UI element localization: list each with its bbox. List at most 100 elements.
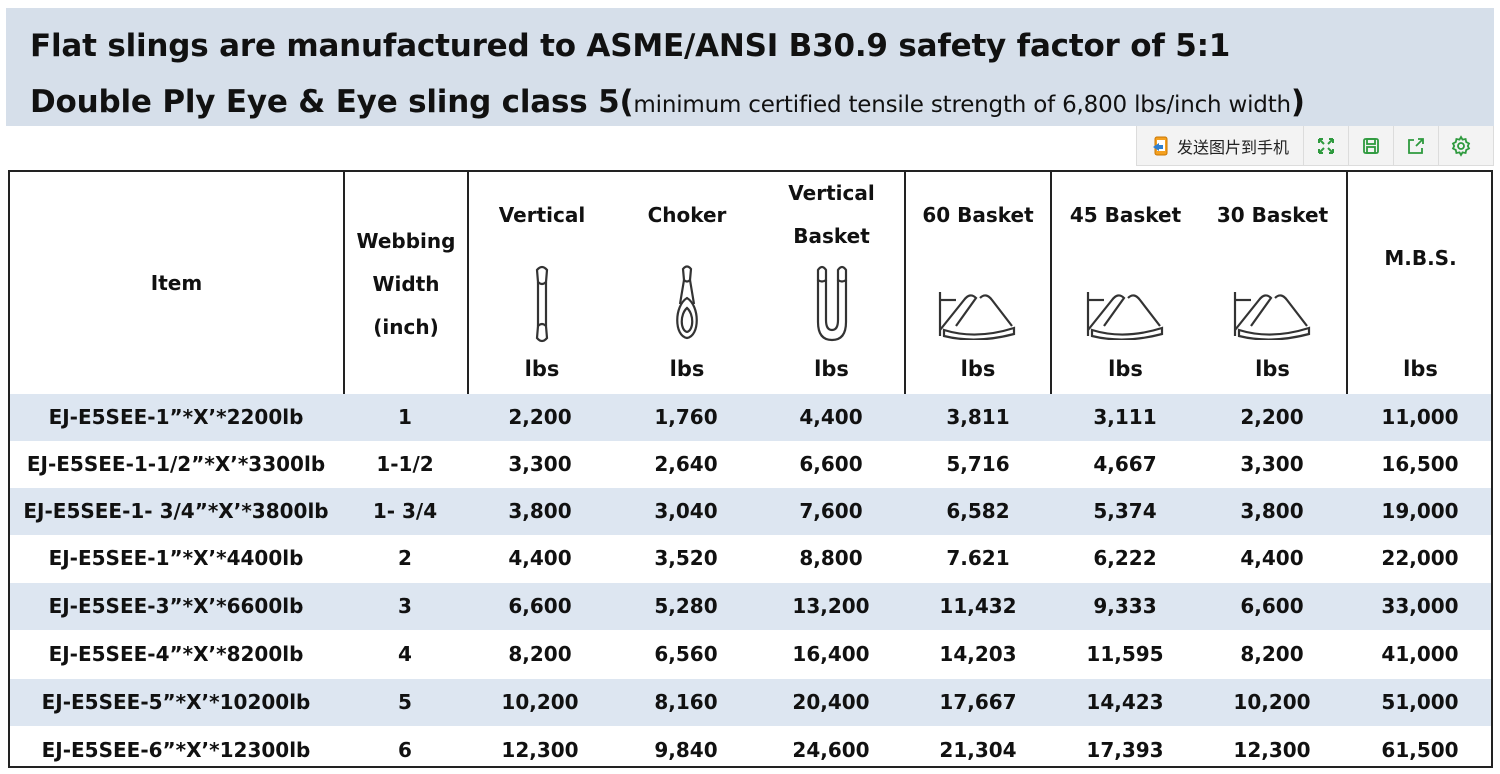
cell-mbs: 51,000: [1381, 690, 1459, 714]
header-30-basket: 30 Basket lbs: [1216, 203, 1329, 381]
sling-capacity-table: Item Webbing Width (inch) Vertical lbs C…: [8, 170, 1493, 768]
cell-choker: 1,760: [654, 405, 718, 429]
table-row: EJ-E5SEE-1-1/2”*X’*3300lb 1-1/2 3,300 2,640…: [10, 441, 1491, 488]
cell-vertical-basket: 20,400: [792, 690, 870, 714]
table-header: Item Webbing Width (inch) Vertical lbs C…: [10, 172, 1491, 396]
header-choker: Choker lbs: [647, 203, 727, 381]
cell-45-basket: 3,111: [1093, 405, 1157, 429]
cell-item: EJ-E5SEE-3”*X’*6600lb: [48, 594, 304, 618]
cell-30-basket: 3,800: [1240, 499, 1304, 523]
cell-item: EJ-E5SEE-1”*X’*4400lb: [48, 546, 304, 570]
cell-45-basket: 4,667: [1093, 452, 1157, 476]
table-row: EJ-E5SEE-1”*X’*4400lb 2 4,400 3,520 8,800 7.6…: [10, 535, 1491, 582]
save-icon: [1363, 137, 1379, 154]
cell-choker: 5,280: [654, 594, 718, 618]
cell-vertical-basket: 13,200: [792, 594, 870, 618]
cell-vertical: 8,200: [508, 642, 572, 666]
cell-45-basket: 14,423: [1086, 690, 1164, 714]
cell-45-basket: 9,333: [1093, 594, 1157, 618]
cell-width: 6: [398, 738, 412, 762]
cell-vertical-basket: 16,400: [792, 642, 870, 666]
banner-line2-end: ): [1290, 84, 1305, 120]
cell-item: EJ-E5SEE-1- 3/4”*X’*3800lb: [23, 499, 329, 523]
cell-vertical-basket: 24,600: [792, 738, 870, 762]
cell-choker: 9,840: [654, 738, 718, 762]
cell-vertical: 10,200: [501, 690, 579, 714]
cell-30-basket: 10,200: [1233, 690, 1311, 714]
cell-choker: 6,560: [654, 642, 718, 666]
vertical-basket-icon: [816, 265, 847, 342]
send-to-phone-button[interactable]: 发送图片到手机: [1137, 126, 1305, 165]
cell-vertical: 2,200: [508, 405, 572, 429]
choker-sling-icon: [676, 265, 698, 340]
cell-45-basket: 5,374: [1093, 499, 1157, 523]
cell-mbs: 22,000: [1381, 546, 1459, 570]
image-toolbar: 发送图片到手机: [1136, 126, 1494, 166]
share-icon: [1408, 137, 1424, 154]
header-45-basket: 45 Basket lbs: [1069, 203, 1182, 381]
cell-45-basket: 6,222: [1093, 546, 1157, 570]
fullscreen-icon: [1318, 137, 1335, 154]
cell-60-basket: 21,304: [939, 738, 1017, 762]
cell-mbs: 33,000: [1381, 594, 1459, 618]
cell-60-basket: 5,716: [946, 452, 1010, 476]
cell-30-basket: 12,300: [1233, 738, 1311, 762]
cell-vertical-basket: 8,800: [799, 546, 863, 570]
cell-60-basket: 11,432: [939, 594, 1017, 618]
cell-vertical: 6,600: [508, 594, 572, 618]
cell-item: EJ-E5SEE-6”*X’*12300lb: [41, 738, 311, 762]
cell-vertical: 3,300: [508, 452, 572, 476]
cell-60-basket: 14,203: [939, 642, 1017, 666]
table-row: EJ-E5SEE-5”*X’*10200lb 5 10,200 8,160 20,400…: [10, 679, 1491, 726]
cell-mbs: 16,500: [1381, 452, 1459, 476]
cell-item: EJ-E5SEE-4”*X’*8200lb: [48, 642, 304, 666]
banner-line2-detail: minimum certified tensile strength of 6,…: [633, 92, 1291, 118]
cell-vertical-basket: 6,600: [799, 452, 863, 476]
table-row: EJ-E5SEE-6”*X’*12300lb 6 12,300 9,840 24,600…: [10, 727, 1491, 766]
cell-choker: 3,520: [654, 546, 718, 570]
header-item: Item: [150, 271, 203, 295]
cell-width: 1: [398, 405, 412, 429]
cell-vertical-basket: 7,600: [799, 499, 863, 523]
cell-vertical: 3,800: [508, 499, 572, 523]
cell-60-basket: 7.621: [946, 546, 1010, 570]
header-vertical-basket: Vertical Basket lbs: [788, 181, 875, 381]
cell-width: 1- 3/4: [372, 499, 438, 523]
banner-title-line1: Flat slings are manufactured to ASME/ANS…: [30, 28, 1231, 64]
phone-send-icon: [1153, 136, 1168, 155]
cell-mbs: 19,000: [1381, 499, 1459, 523]
cell-width: 5: [398, 690, 412, 714]
cell-30-basket: 8,200: [1240, 642, 1304, 666]
cell-item: EJ-E5SEE-1-1/2”*X’*3300lb: [26, 452, 326, 476]
banner-line2-main: Double Ply Eye & Eye sling class 5(: [30, 84, 634, 120]
basket-45-icon: [1086, 292, 1163, 340]
cell-choker: 8,160: [654, 690, 718, 714]
cell-45-basket: 11,595: [1086, 642, 1164, 666]
cell-45-basket: 17,393: [1086, 738, 1164, 762]
header-60-basket: 60 Basket lbs: [922, 203, 1034, 381]
table-row: EJ-E5SEE-1- 3/4”*X’*3800lb 1- 3/4 3,800 3,0…: [10, 488, 1491, 535]
gear-icon: [1451, 134, 1471, 157]
table-row: EJ-E5SEE-4”*X’*8200lb 4 8,200 6,560 16,400 14…: [10, 631, 1491, 678]
cell-60-basket: 6,582: [946, 499, 1010, 523]
cell-30-basket: 3,300: [1240, 452, 1304, 476]
cell-vertical-basket: 4,400: [799, 405, 863, 429]
settings-button[interactable]: [1439, 126, 1483, 165]
share-button[interactable]: [1394, 126, 1440, 165]
cell-vertical: 4,400: [508, 546, 572, 570]
cell-60-basket: 3,811: [946, 405, 1010, 429]
fullscreen-button[interactable]: [1304, 126, 1350, 165]
cell-30-basket: 6,600: [1240, 594, 1304, 618]
table-row: EJ-E5SEE-1”*X’*2200lb 1 2,200 1,760 4,400 3,8…: [10, 394, 1491, 441]
cell-width: 1-1/2: [376, 452, 434, 476]
cell-width: 2: [398, 546, 412, 570]
cell-mbs: 41,000: [1381, 642, 1459, 666]
save-button[interactable]: [1349, 126, 1395, 165]
cell-item: EJ-E5SEE-5”*X’*10200lb: [41, 690, 311, 714]
cell-width: 4: [398, 642, 412, 666]
header-vertical: Vertical lbs: [498, 203, 586, 381]
cell-30-basket: 4,400: [1240, 546, 1304, 570]
header-webbing-width: Webbing Width (inch): [356, 229, 456, 339]
cell-mbs: 11,000: [1381, 405, 1459, 429]
cell-vertical: 12,300: [501, 738, 579, 762]
